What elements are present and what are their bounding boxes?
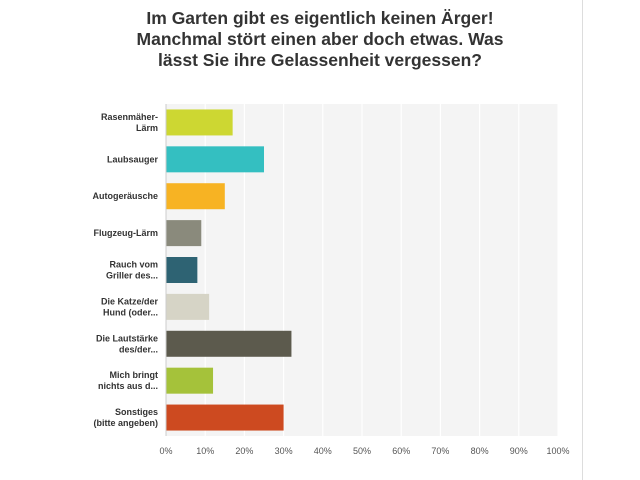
bar	[166, 367, 214, 394]
category-label: Griller des...	[106, 271, 158, 281]
x-tick-label: 60%	[392, 446, 410, 456]
bar	[166, 220, 202, 247]
right-divider	[582, 0, 583, 480]
category-label: Die Katze/der	[101, 296, 159, 306]
category-label: nichts aus d...	[98, 381, 158, 391]
bar	[166, 183, 225, 210]
category-label: Mich bringt	[110, 370, 159, 380]
x-tick-label: 80%	[471, 446, 489, 456]
x-tick-label: 40%	[314, 446, 332, 456]
x-tick-label: 30%	[275, 446, 293, 456]
bar	[166, 109, 233, 136]
category-label: des/der...	[119, 344, 158, 354]
category-label: Lärm	[136, 123, 158, 133]
chart-title-line-1: Im Garten gibt es eigentlich keinen Ärge…	[146, 8, 494, 28]
category-label: (bitte angeben)	[94, 418, 159, 428]
bar	[166, 146, 264, 173]
x-tick-label: 0%	[159, 446, 172, 456]
x-tick-label: 50%	[353, 446, 371, 456]
x-tick-label: 10%	[196, 446, 214, 456]
category-label: Hund (oder...	[103, 307, 158, 317]
category-label: Rauch vom	[109, 260, 158, 270]
bar	[166, 293, 210, 320]
category-label: Flugzeug-Lärm	[94, 228, 159, 238]
category-label: Laubsauger	[107, 154, 159, 164]
category-label: Sonstiges	[115, 407, 158, 417]
bar	[166, 257, 198, 283]
bar	[166, 330, 292, 357]
chart-title-line-3: lässt Sie ihre Gelassenheit vergessen?	[158, 50, 482, 70]
category-label: Rasenmäher-	[101, 112, 158, 122]
bar	[166, 404, 284, 431]
x-tick-label: 70%	[431, 446, 449, 456]
x-tick-label: 90%	[510, 446, 528, 456]
chart-title-line-2: Manchmal stört einen aber doch etwas. Wa…	[136, 29, 504, 49]
x-tick-label: 100%	[546, 446, 569, 456]
x-tick-label: 20%	[235, 446, 253, 456]
category-label: Autogeräusche	[92, 191, 158, 201]
chart-title: Im Garten gibt es eigentlich keinen Ärge…	[60, 8, 580, 71]
category-label: Die Lautstärke	[96, 333, 158, 343]
